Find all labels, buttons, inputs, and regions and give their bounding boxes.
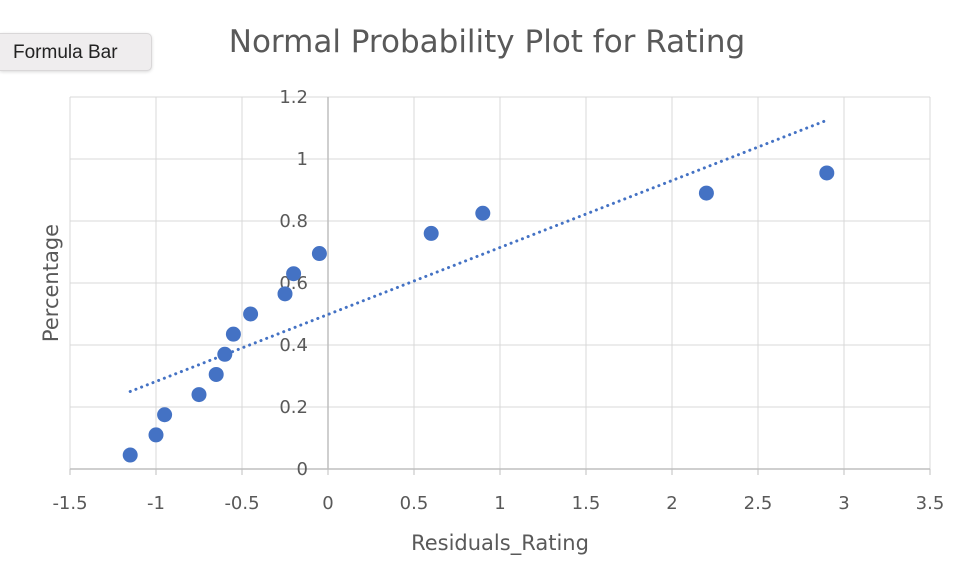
trendline bbox=[128, 118, 829, 393]
data-point bbox=[423, 225, 439, 241]
x-tick-label: 3 bbox=[838, 493, 849, 514]
x-tick-label: 2.5 bbox=[744, 493, 773, 514]
data-point bbox=[475, 205, 491, 221]
x-tick-label: -1 bbox=[147, 493, 165, 514]
data-point bbox=[191, 387, 207, 403]
data-point bbox=[243, 306, 259, 322]
x-tick-label: -1.5 bbox=[52, 493, 87, 514]
data-point bbox=[148, 427, 164, 443]
x-tick-labels: -1.5 -1 -0.5 0 0.5 1 1.5 2 2.5 3 3.5 bbox=[52, 493, 944, 514]
y-tick-label: 0.8 bbox=[279, 211, 308, 232]
data-point bbox=[286, 266, 302, 282]
y-axis-title: Percentage bbox=[39, 224, 63, 342]
x-tick-label: 1 bbox=[494, 493, 505, 514]
y-tick-label: 0.4 bbox=[279, 335, 308, 356]
data-point bbox=[277, 286, 293, 302]
y-tick-label: 1.2 bbox=[279, 87, 308, 108]
y-tick-label: 0 bbox=[297, 459, 308, 480]
x-tick-label: 0 bbox=[322, 493, 333, 514]
gridlines bbox=[69, 96, 931, 469]
x-tick-label: -0.5 bbox=[224, 493, 259, 514]
data-point bbox=[819, 165, 835, 181]
x-axis-title: Residuals_Rating bbox=[411, 531, 589, 556]
x-tick-label: 0.5 bbox=[400, 493, 429, 514]
data-point bbox=[157, 407, 173, 423]
data-point bbox=[217, 346, 233, 362]
data-point bbox=[208, 366, 224, 382]
data-point bbox=[225, 326, 241, 342]
x-tick-label: 3.5 bbox=[916, 493, 945, 514]
chart-title: Normal Probability Plot for Rating bbox=[229, 24, 745, 60]
y-tick-labels: 00.20.40.60.811.2 bbox=[279, 87, 308, 480]
formula-bar-tooltip: Formula Bar bbox=[0, 33, 152, 71]
x-tick-label: 1.5 bbox=[572, 493, 601, 514]
data-point bbox=[122, 447, 138, 463]
data-points bbox=[122, 165, 835, 463]
data-point bbox=[698, 185, 714, 201]
x-tick-label: 2 bbox=[666, 493, 677, 514]
y-tick-label: 1 bbox=[297, 149, 308, 170]
y-tick-label: 0.2 bbox=[279, 397, 308, 418]
data-point bbox=[311, 246, 327, 262]
axes bbox=[69, 97, 931, 475]
